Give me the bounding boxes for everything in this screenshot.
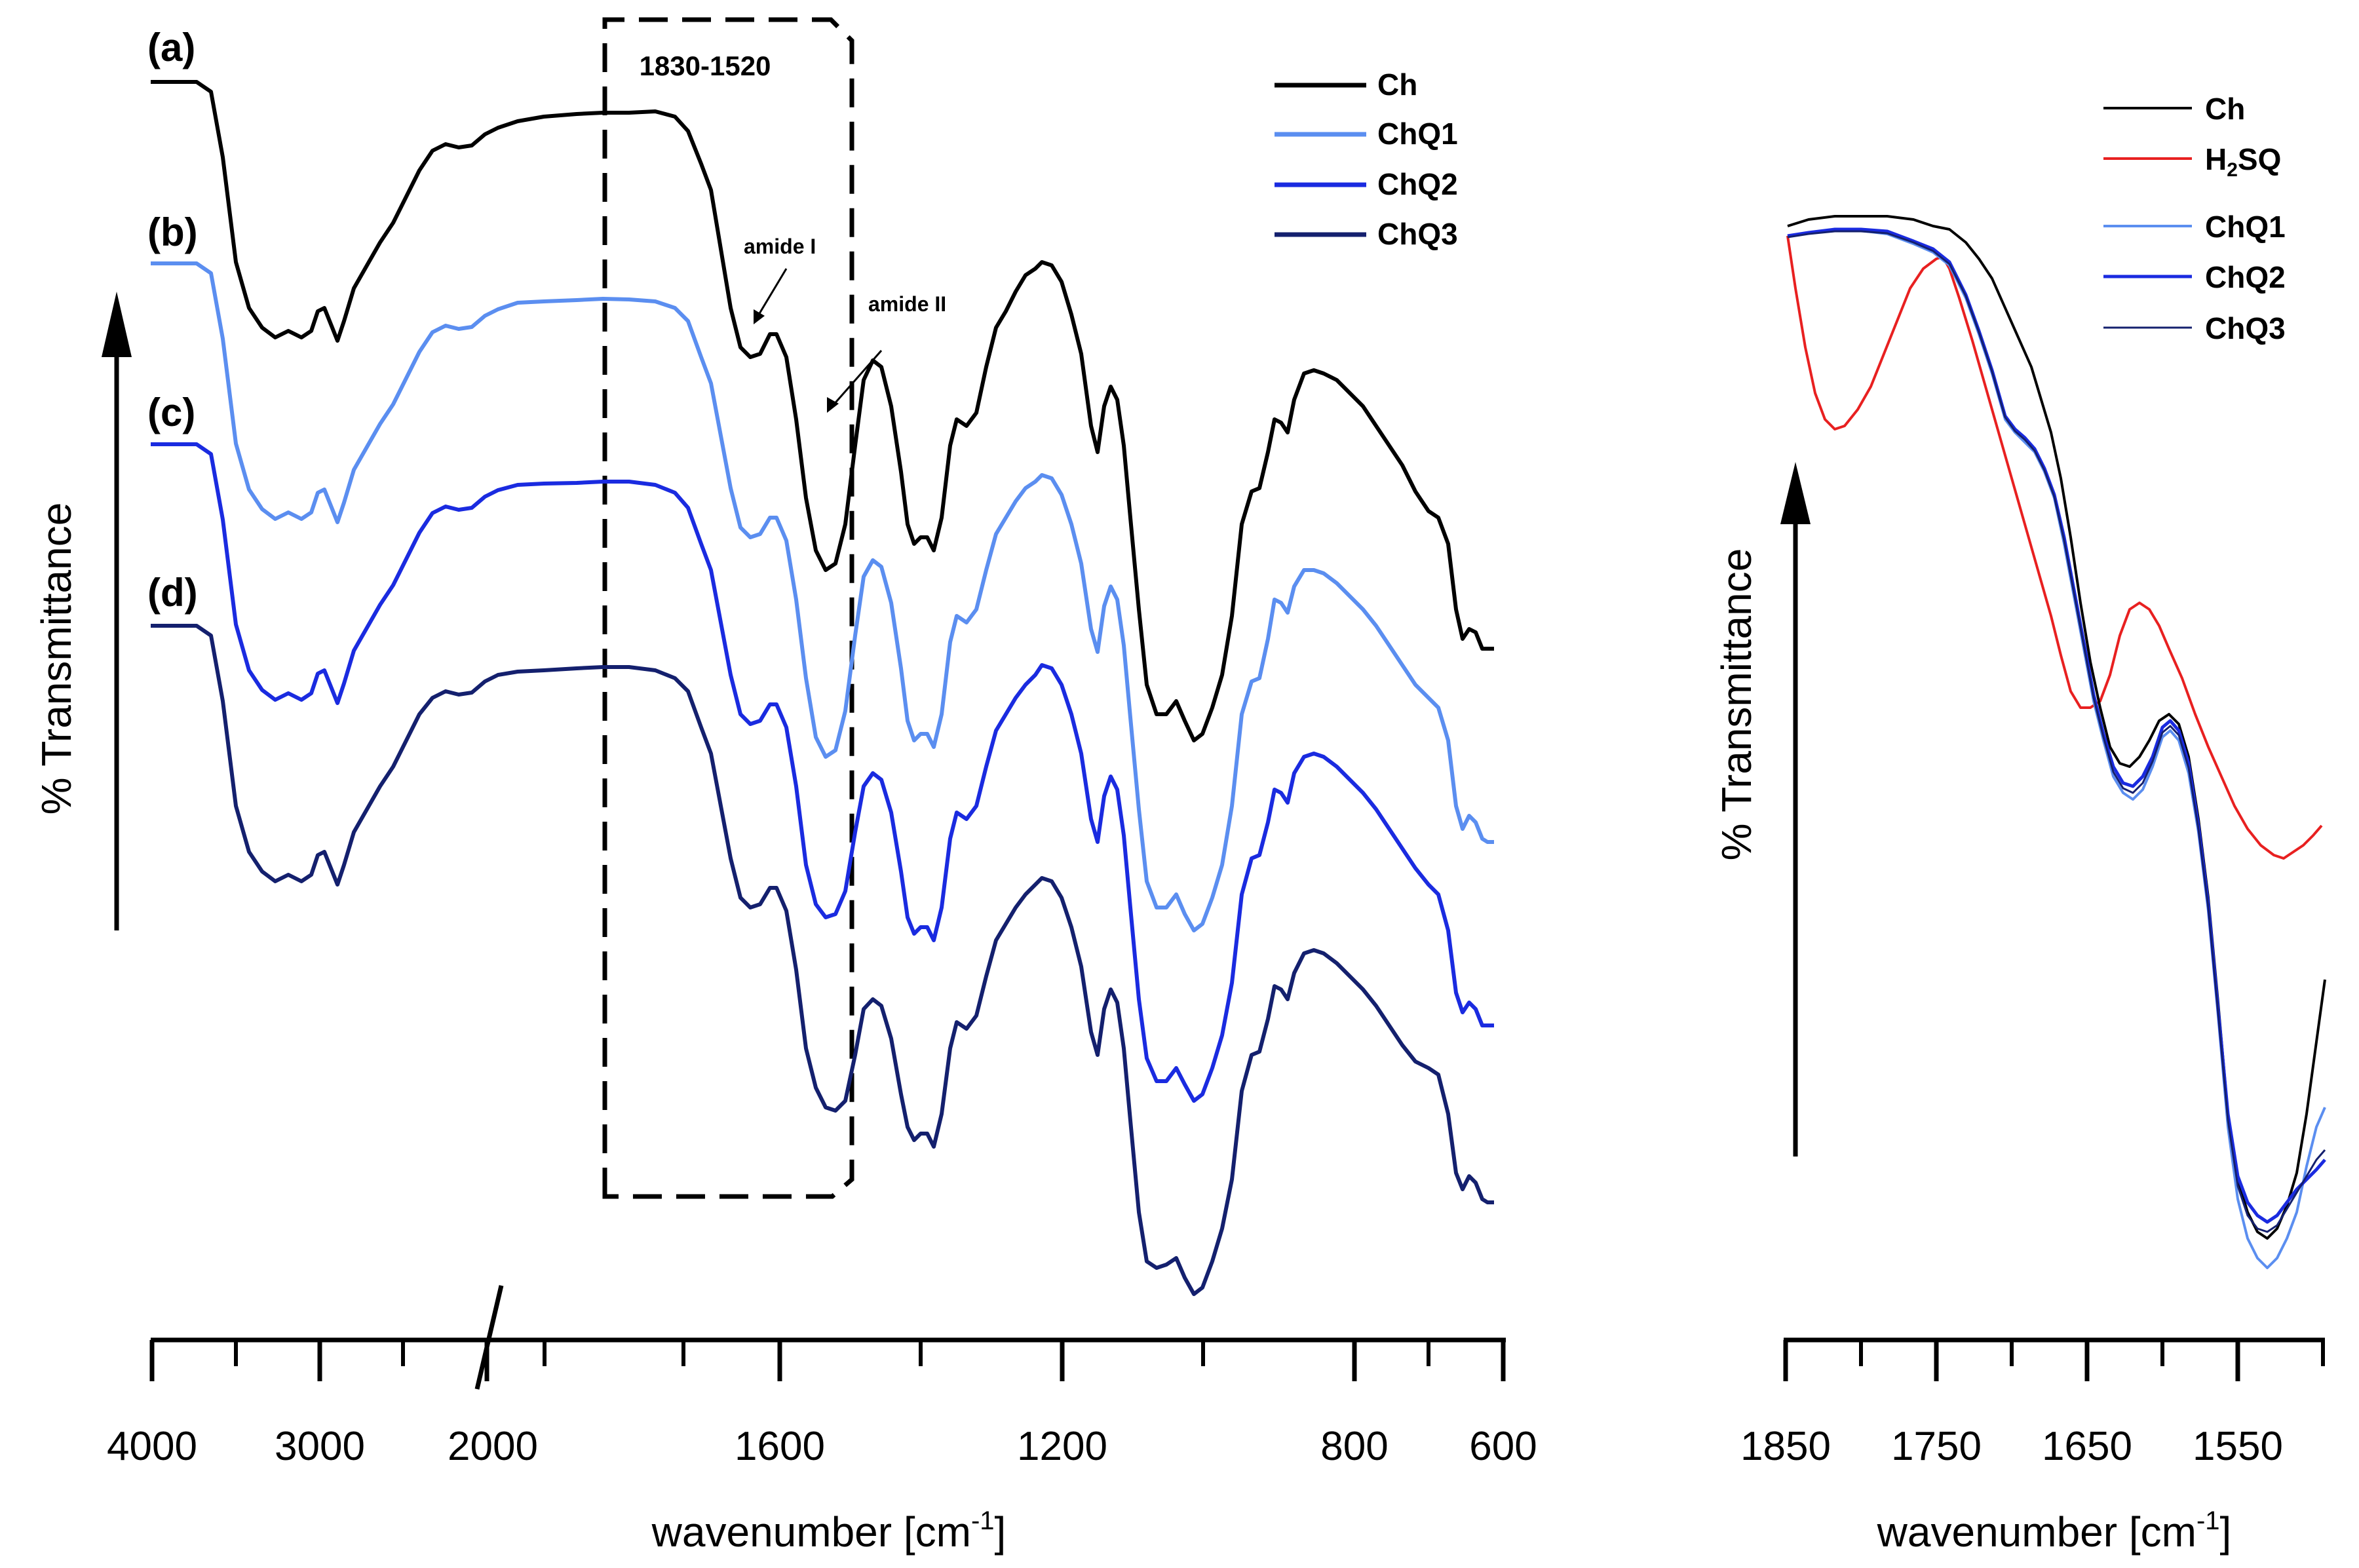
legend-label-r-h2sq: H2SQ	[2205, 142, 2281, 181]
x-tick-label-3000: 3000	[275, 1424, 365, 1469]
x-tick-label-800: 800	[1320, 1424, 1388, 1469]
x-axis-label-left: wavenumber [cm-1]	[651, 1506, 1007, 1556]
curve-chq1	[151, 261, 1494, 932]
legend-label-r-chq3: ChQ3	[2205, 311, 2286, 345]
x-axis-label-right: wavenumber [cm-1]	[1877, 1506, 2232, 1556]
annotation-amide-ii-arrow	[831, 350, 883, 407]
curve-ch	[151, 80, 1494, 742]
x-axis-left: 4000 3000 2000 1600 1200 800 600 wavenum…	[107, 1285, 1537, 1556]
legend-label-chq1: ChQ1	[1377, 117, 1458, 151]
curve-r-chq3	[1787, 230, 2326, 1233]
x-tick-label-1600: 1600	[735, 1424, 825, 1469]
legend-label-ch: Ch	[1377, 67, 1417, 102]
y-arrowhead-left	[102, 292, 132, 357]
curve-chq3	[151, 624, 1494, 1296]
left-panel: 1830-1520 (a) (b) (c) (d) amide I amide …	[33, 17, 1537, 1556]
curve-label-d: (d)	[147, 571, 198, 615]
legend-label-r-chq2: ChQ2	[2205, 260, 2286, 294]
x-tick-label-2000: 2000	[448, 1424, 538, 1469]
legend-left: Ch ChQ1 ChQ2 ChQ3	[1275, 67, 1458, 251]
curve-label-b: (b)	[147, 210, 198, 254]
legend-label-chq2: ChQ2	[1377, 167, 1458, 201]
annotation-amide-ii-arrowhead	[827, 397, 839, 413]
annotation-amide-ii: amide II	[868, 292, 946, 316]
curve-label-a: (a)	[147, 26, 195, 69]
legend-label-r-chq1: ChQ1	[2205, 210, 2286, 244]
curve-r-chq1	[1787, 229, 2326, 1269]
x-tick-label-600: 600	[1469, 1424, 1537, 1469]
x-tick-label-4000: 4000	[107, 1424, 197, 1469]
y-axis-label-right: % Transmittance	[1713, 548, 1760, 861]
curve-r-h2sq	[1786, 235, 2323, 860]
annotation-amide-i-arrowhead	[754, 309, 765, 324]
y-arrowhead-right	[1780, 462, 1811, 524]
x-axis-right: 1850 1750 1650 1550 wavenumber [cm-1]	[1740, 1337, 2325, 1556]
x-tick-label-1750: 1750	[1891, 1424, 1982, 1469]
legend-right: Ch H2SQ ChQ1 ChQ2 ChQ3	[2103, 92, 2286, 345]
x-axis-break	[474, 1285, 504, 1390]
annotation-amide-i-arrow	[756, 268, 788, 318]
curve-label-c: (c)	[147, 391, 195, 434]
curve-r-chq2	[1787, 227, 2326, 1224]
region-box-label: 1830-1520	[640, 50, 771, 81]
legend-label-chq3: ChQ3	[1377, 217, 1458, 251]
x-tick-label-1650: 1650	[2042, 1424, 2132, 1469]
curve-chq2	[151, 442, 1494, 1103]
x-tick-label-1200: 1200	[1017, 1424, 1107, 1469]
x-tick-label-1850: 1850	[1740, 1424, 1831, 1469]
legend-label-r-ch: Ch	[2205, 92, 2245, 126]
right-panel: Ch H2SQ ChQ1 ChQ2 ChQ3 % Transmittance 1…	[1713, 92, 2326, 1556]
region-box	[602, 17, 854, 1199]
x-tick-label-1550: 1550	[2193, 1424, 2283, 1469]
curve-r-ch	[1787, 215, 2326, 1240]
y-axis-label-left: % Transmittance	[33, 503, 80, 815]
annotation-amide-i: amide I	[744, 235, 816, 258]
